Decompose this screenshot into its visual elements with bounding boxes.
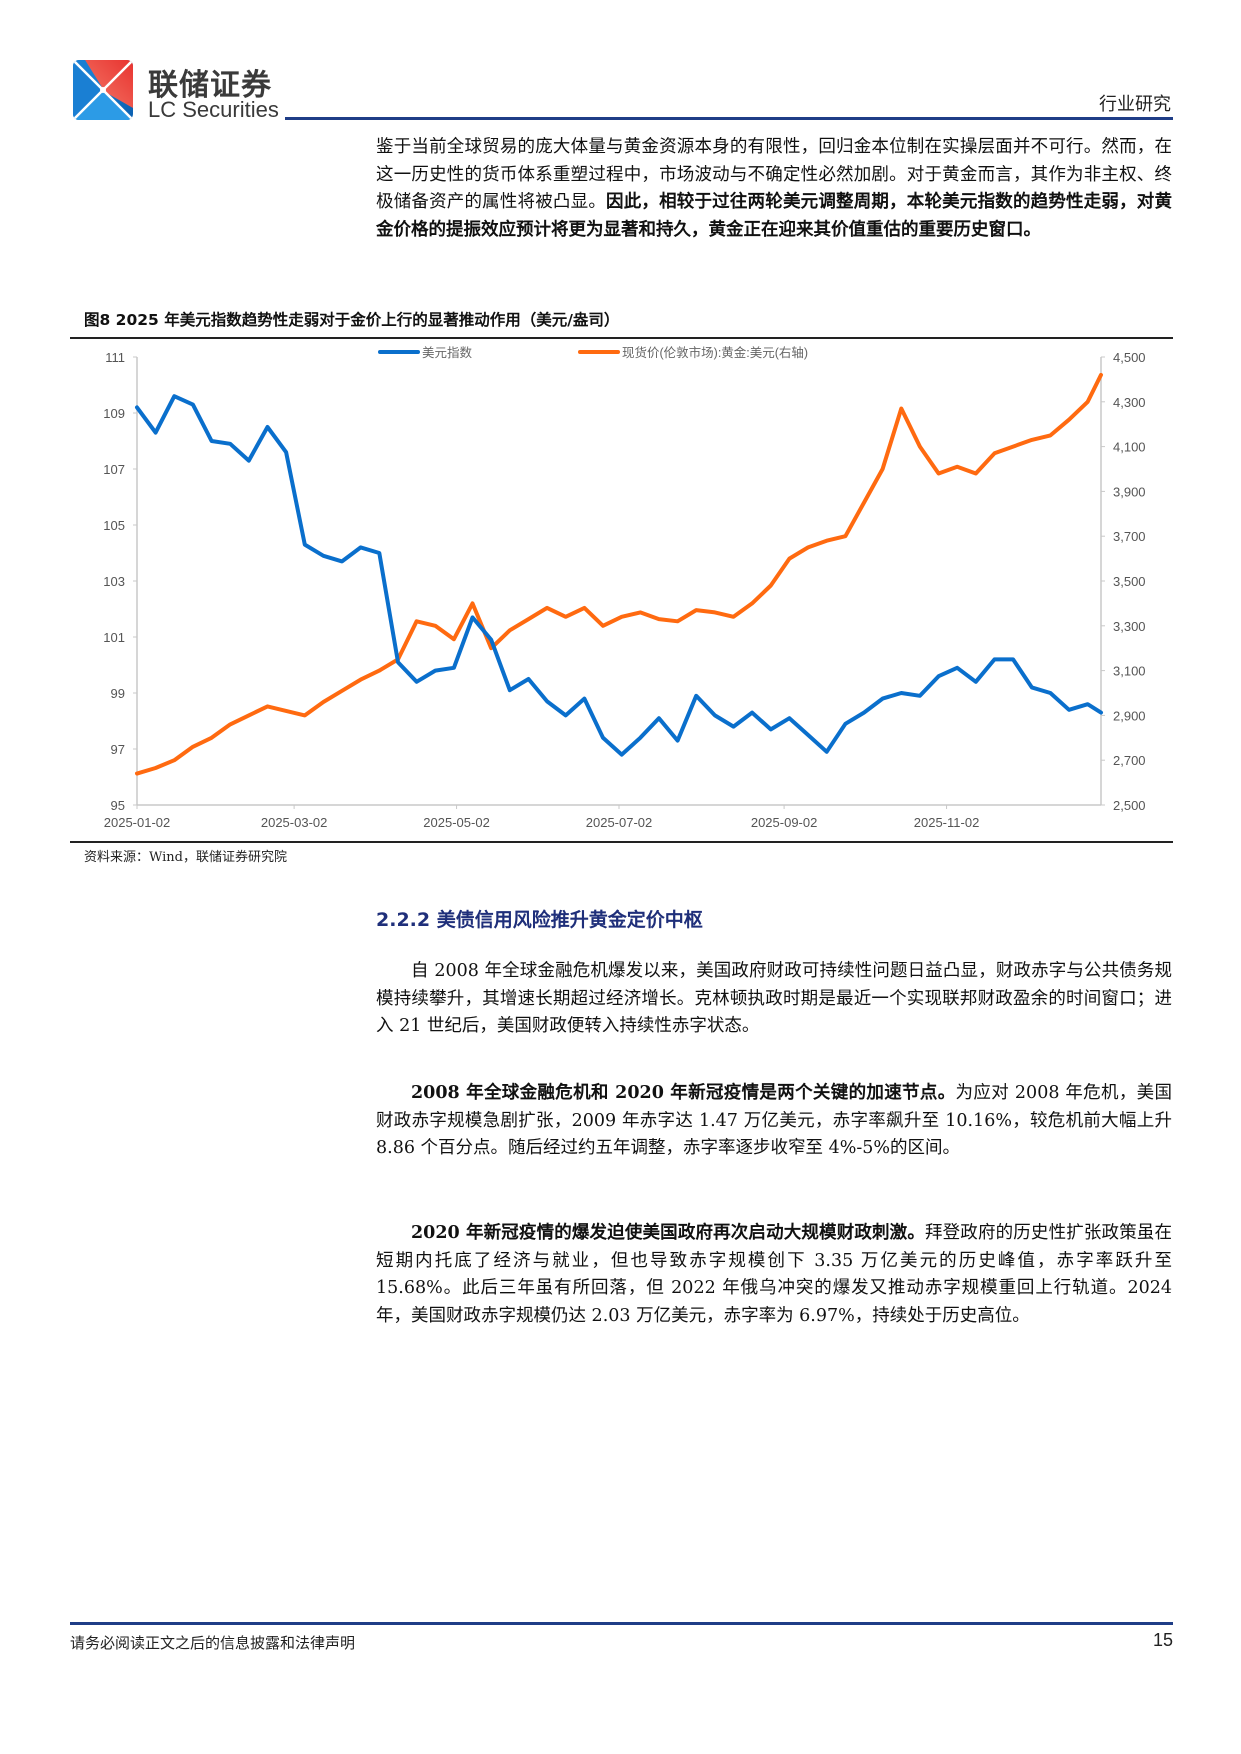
page-header: 联储证券 LC Securities 行业研究	[0, 0, 1241, 125]
left-axis-tick-label: 95	[111, 798, 125, 813]
left-axis-tick-label: 97	[111, 742, 125, 757]
footer-disclaimer: 请务必阅读正文之后的信息披露和法律声明	[70, 1634, 356, 1652]
usd-index-line	[135, 394, 1103, 757]
chart-axes: 95 97 99 101 103 105 107 109 111 2,500 2,700 2,900 3…	[103, 350, 1145, 830]
paragraph-2-text: 为应对 2008 年危机，美国财政赤字规模急剧扩张，2009 年赤字达 1.47…	[376, 1083, 1172, 1158]
left-axis-tick-label: 107	[103, 462, 125, 477]
brand-name-cn: 联储证券	[148, 68, 272, 103]
right-axis-tick-label: 4,100	[1113, 440, 1146, 455]
page-number: 15	[1152, 1630, 1173, 1650]
x-axis-tick-label: 2025-11-02	[914, 815, 980, 830]
legend-gold-label: 现货价(伦敦市场):黄金:美元(右轴)	[622, 345, 808, 360]
chart-canvas: 95 97 99 101 103 105 107 109 111 2,500 2,700 2,900 3…	[103, 345, 1145, 830]
intro-paragraph-emphasis: 因此，相较于过往两轮美元调整周期，本轮美元指数的趋势性走弱，对黄金价格的提振效应…	[376, 192, 1173, 240]
footer-divider	[70, 1622, 1173, 1625]
x-axis-tick-label: 2025-03-02	[261, 815, 328, 830]
figure-source: 资料来源：Wind，联储证券研究院	[84, 850, 287, 865]
figure-title: 图8 2025 年美元指数趋势性走弱对于金价上行的显著推动作用（美元/盎司）	[84, 311, 620, 329]
intro-paragraph-text: 鉴于当前全球贸易的庞大体量与黄金资源本身的有限性，回归金本位制在实操层面并不可行…	[376, 137, 1172, 212]
left-axis-tick-label: 111	[105, 350, 125, 365]
left-axis-tick-label: 99	[111, 686, 125, 701]
figure-bottom-rule	[70, 841, 1173, 843]
right-axis-tick-label: 3,900	[1113, 484, 1146, 499]
section-tag: 行业研究	[1099, 94, 1171, 115]
lc-securities-logo-icon	[73, 60, 133, 120]
legend-usd-label: 美元指数	[422, 345, 473, 360]
section-heading: 2.2.2 美债信用风险推升黄金定价中枢	[376, 909, 703, 931]
body-paragraph-2: 2008 年全球金融危机和 2020 年新冠疫情是两个关键的加速节点。为应对 2…	[376, 1080, 1172, 1163]
left-axis-tick-label: 109	[103, 406, 125, 421]
paragraph-1-text: 自 2008 年全球金融危机爆发以来，美国政府财政可持续性问题日益凸显，财政赤字…	[376, 961, 1172, 1036]
left-axis-tick-label: 105	[103, 518, 125, 533]
x-axis-tick-label: 2025-07-02	[586, 815, 653, 830]
gold-price-line	[135, 372, 1103, 776]
intro-paragraph: 鉴于当前全球贸易的庞大体量与黄金资源本身的有限性，回归金本位制在实操层面并不可行…	[376, 134, 1172, 244]
right-axis-tick-label: 3,700	[1113, 529, 1146, 544]
right-axis-tick-label: 2,900	[1113, 708, 1146, 723]
body-paragraph-1: 自 2008 年全球金融危机爆发以来，美国政府财政可持续性问题日益凸显，财政赤字…	[376, 958, 1172, 1041]
left-axis-tick-label: 103	[103, 574, 125, 589]
left-axis-tick-label: 101	[103, 630, 125, 645]
right-axis-tick-label: 3,100	[1113, 664, 1146, 679]
paragraph-3-emphasis: 2020 年新冠疫情的爆发迫使美国政府再次启动大规模财政刺激。	[411, 1223, 925, 1243]
x-axis-tick-label: 2025-05-02	[423, 815, 490, 830]
brand-name-en: LC Securities	[148, 97, 279, 122]
paragraph-2-emphasis: 2008 年全球金融危机和 2020 年新冠疫情是两个关键的加速节点。	[411, 1083, 956, 1103]
body-paragraph-3: 2020 年新冠疫情的爆发迫使美国政府再次启动大规模财政刺激。拜登政府的历史性扩…	[376, 1220, 1172, 1330]
right-axis-tick-label: 3,300	[1113, 619, 1146, 634]
line-chart: 95 97 99 101 103 105 107 109 111 2,500 2,700 2,900 3…	[70, 340, 1173, 844]
x-axis-tick-label: 2025-01-02	[104, 815, 171, 830]
figure-top-rule	[70, 337, 1173, 339]
right-axis-tick-label: 4,500	[1113, 350, 1146, 365]
right-axis-tick-label: 2,500	[1113, 798, 1146, 813]
right-axis-tick-label: 2,700	[1113, 753, 1146, 768]
paragraph-3-text: 拜登政府的历史性扩张政策虽在短期内托底了经济与就业，但也导致赤字规模创下 3.3…	[376, 1223, 1172, 1326]
chart-legend: 美元指数 现货价(伦敦市场):黄金:美元(右轴)	[378, 345, 808, 360]
right-axis-tick-label: 4,300	[1113, 395, 1146, 410]
chart-lines	[135, 372, 1103, 776]
x-axis-tick-label: 2025-09-02	[751, 815, 818, 830]
right-axis-tick-label: 3,500	[1113, 574, 1146, 589]
header-divider	[285, 117, 1173, 120]
